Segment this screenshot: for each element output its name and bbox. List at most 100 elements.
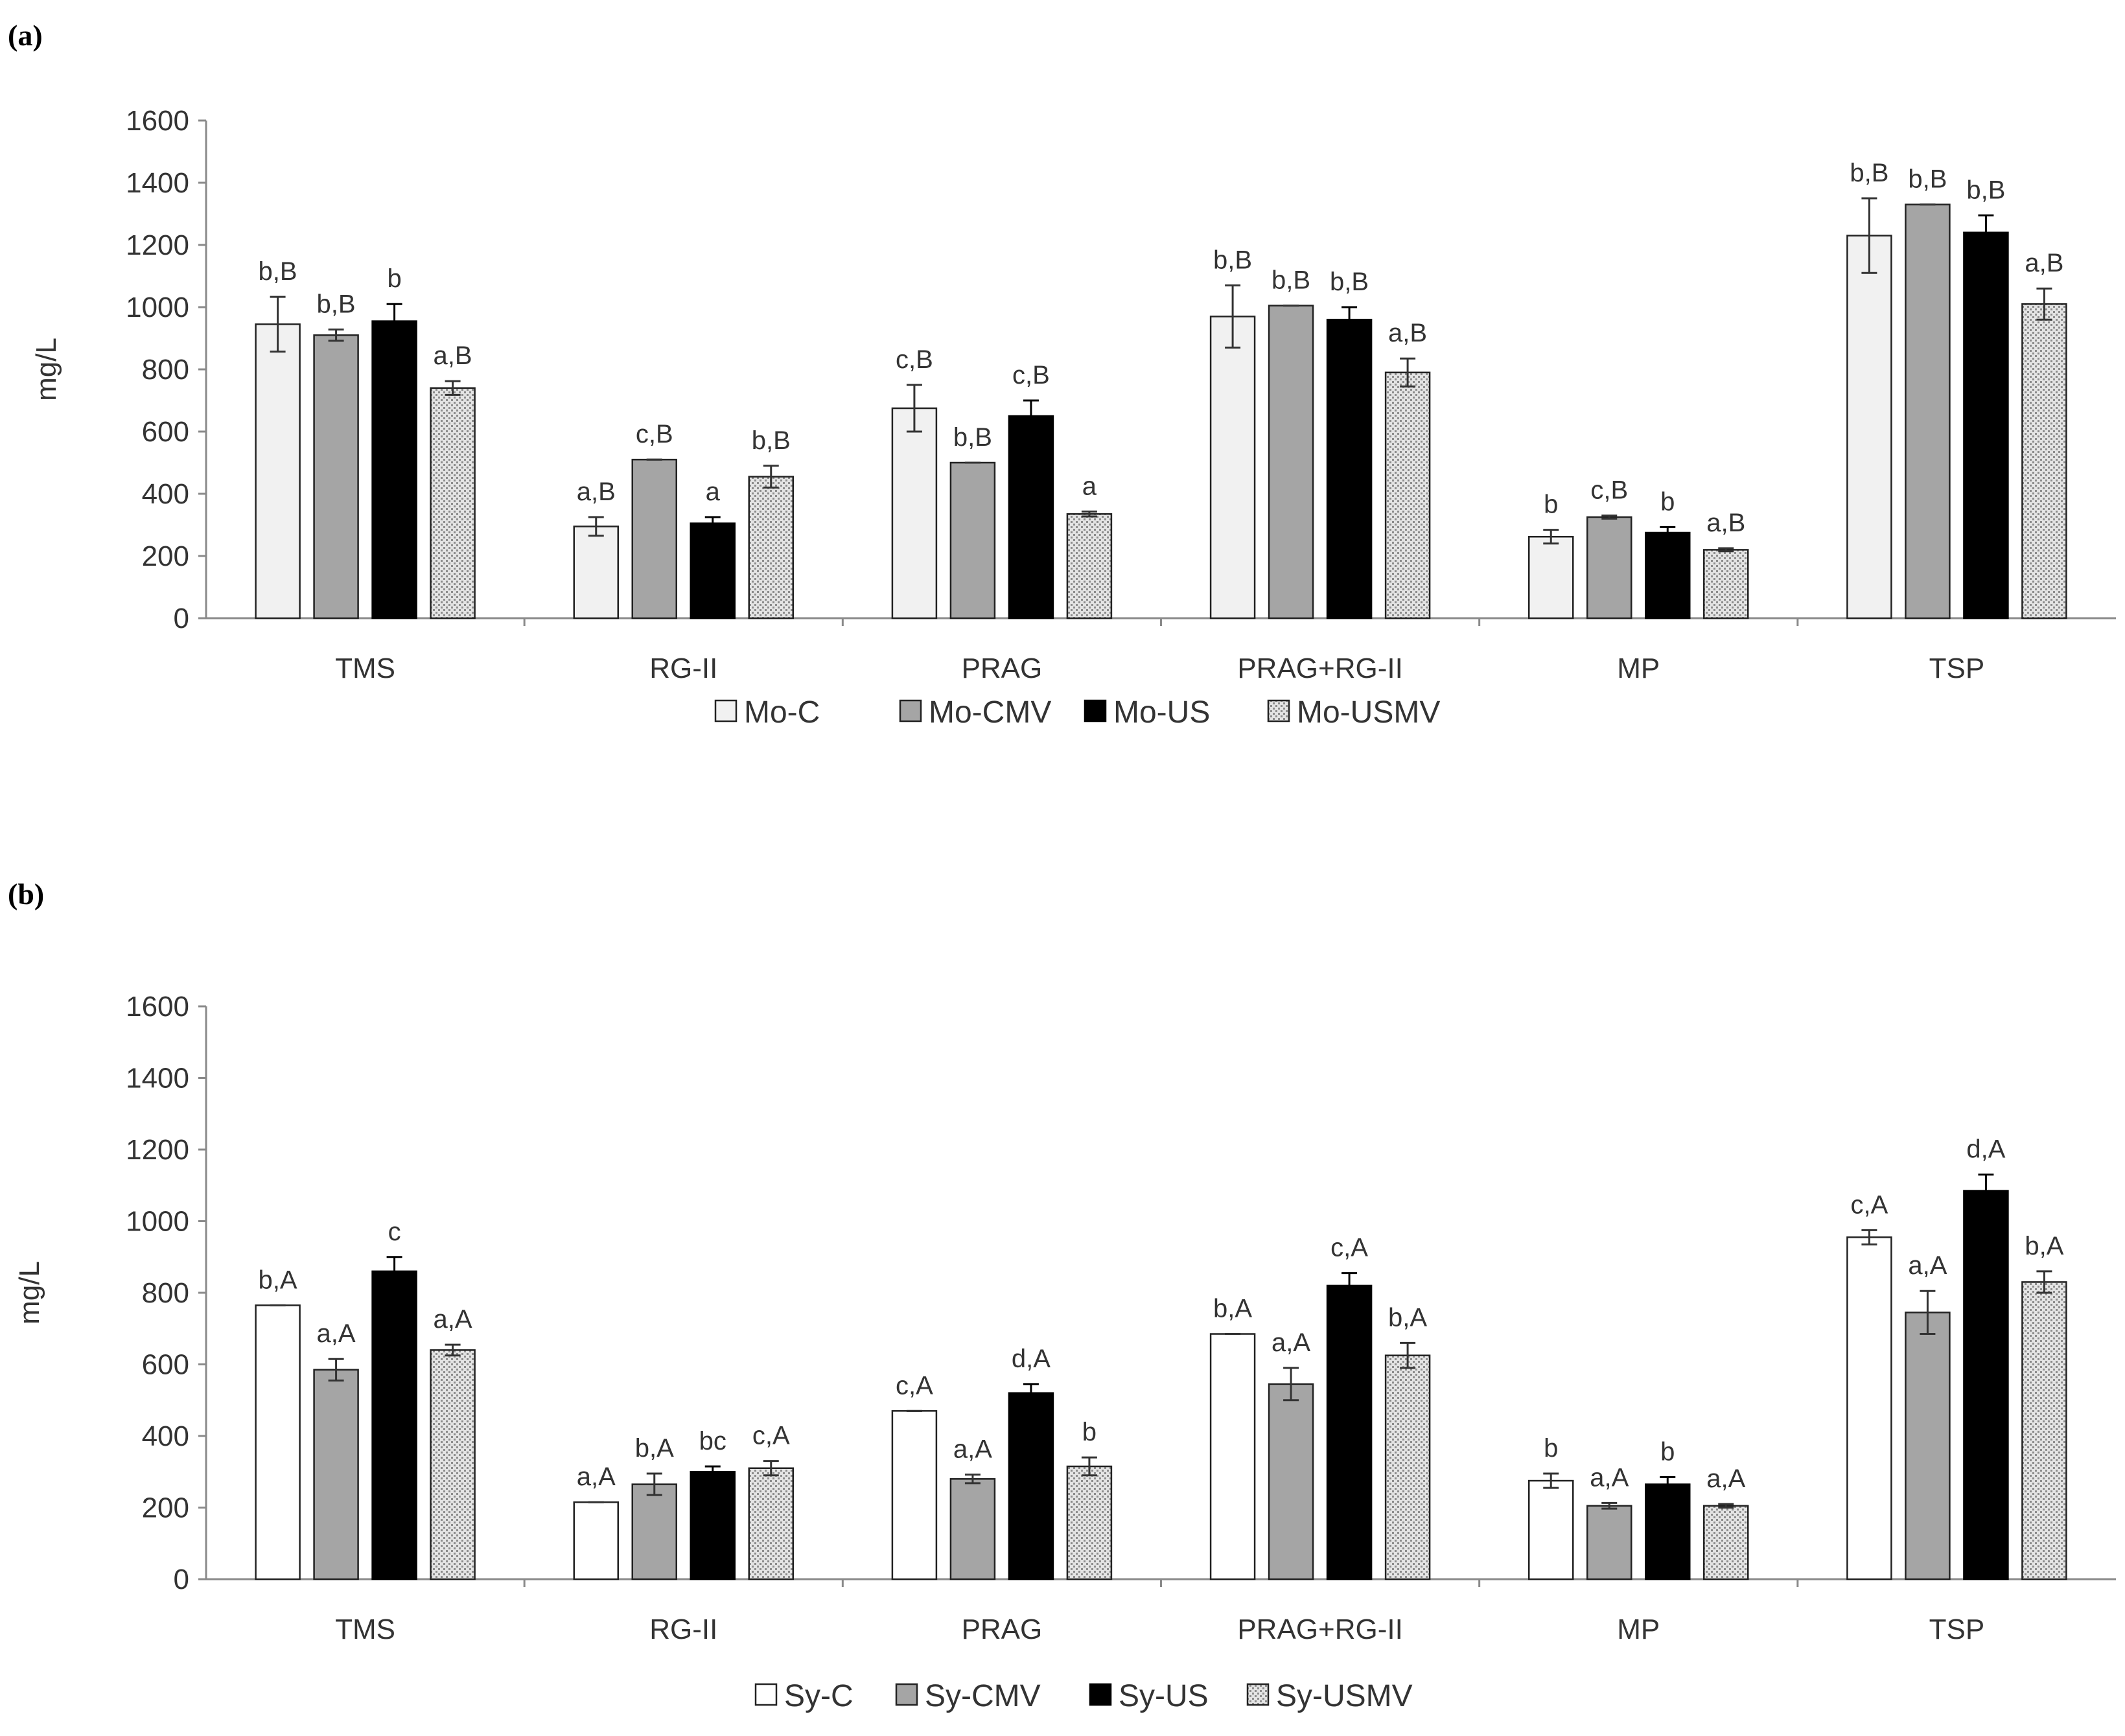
significance-label: b — [1660, 487, 1675, 516]
significance-label: b — [387, 264, 401, 293]
x-category-label: PRAG — [962, 1614, 1043, 1645]
y-tick-label: 1200 — [126, 1134, 189, 1166]
bar-mo-cmv — [631, 458, 677, 619]
significance-label: c,B — [896, 345, 933, 374]
significance-label: a,B — [1388, 319, 1427, 347]
significance-label: bc — [699, 1427, 726, 1455]
bar-mo-c — [891, 407, 938, 619]
y-tick-label: 200 — [142, 1492, 189, 1524]
significance-label: b,B — [317, 290, 356, 319]
x-category-label: PRAG+RG-II — [1237, 653, 1403, 684]
significance-label: c,A — [1330, 1234, 1368, 1262]
chart-panel-a: (a) mg/L 0 200 400 600 800 1000 1200 1400 1600 TMS b… — [8, 19, 2116, 730]
bar-mo-us — [371, 320, 417, 619]
y-tick-label: 800 — [142, 354, 189, 386]
y-tick-label: 800 — [142, 1277, 189, 1309]
bar-sy-c — [1846, 1236, 1892, 1580]
significance-label: b,A — [1388, 1303, 1427, 1332]
y-tick-label: 1200 — [126, 229, 189, 261]
bar-mo-c — [1846, 235, 1892, 619]
y-tick-label: 600 — [142, 1349, 189, 1381]
significance-label: a,A — [1706, 1464, 1745, 1493]
bar-mo-usmv — [1384, 371, 1431, 619]
y-tick-label: 200 — [142, 540, 189, 572]
bar-mo-c — [1528, 535, 1574, 619]
bar-sy-usmv — [748, 1467, 794, 1580]
x-category-label: RG-II — [649, 1614, 717, 1645]
bar-sy-usmv — [1384, 1354, 1431, 1580]
bar-sy-us — [1008, 1392, 1054, 1580]
legend-swatch-sy-usmv — [1246, 1683, 1270, 1706]
legend-swatch-sy-c — [754, 1683, 778, 1706]
legend-label-mo-c: Mo-C — [744, 695, 820, 730]
significance-label: c,A — [752, 1422, 790, 1450]
significance-label: b,B — [1272, 266, 1310, 295]
significance-label: b,A — [259, 1266, 297, 1294]
significance-label: b — [1544, 491, 1558, 519]
significance-label: c,A — [896, 1371, 933, 1400]
y-tick-label: 600 — [142, 416, 189, 448]
bar-sy-cmv — [631, 1483, 677, 1580]
y-tick-label: 1600 — [126, 991, 189, 1023]
legend-swatch-sy-cmv — [895, 1683, 918, 1706]
significance-label: a,B — [434, 341, 472, 370]
legend-label-sy-usmv: Sy-USMV — [1276, 1679, 1413, 1713]
bar-sy-cmv — [1905, 1312, 1951, 1580]
bar-mo-us — [1645, 531, 1691, 619]
bar-sy-c — [891, 1410, 938, 1580]
bar-sy-cmv — [949, 1478, 996, 1580]
bar-mo-cmv — [313, 334, 359, 619]
chart-panel-b: (b) mg/L 0 200 400 600 800 1000 1200 1400 1600 TMS b… — [8, 877, 2116, 1713]
significance-label: a,A — [1908, 1251, 1947, 1280]
bar-mo-c — [573, 526, 619, 619]
bar-sy-us — [1326, 1284, 1373, 1580]
bar-mo-cmv — [1586, 516, 1632, 619]
x-category-label: PRAG — [962, 653, 1043, 684]
significance-label: a,B — [2025, 249, 2063, 277]
significance-label: c,B — [636, 420, 673, 448]
significance-label: d,A — [1966, 1135, 2005, 1164]
y-axis-label: mg/L — [30, 338, 62, 401]
x-category-label: MP — [1617, 1614, 1660, 1645]
significance-label: a,B — [1706, 509, 1745, 537]
y-tick-label: 0 — [174, 603, 189, 634]
significance-label: b,A — [635, 1434, 674, 1463]
bar-sy-c — [1209, 1333, 1256, 1580]
legend-swatch-sy-us — [1089, 1683, 1112, 1706]
significance-label: a,A — [1590, 1463, 1629, 1492]
bar-sy-c — [573, 1501, 619, 1580]
bar-sy-usmv — [1703, 1505, 1749, 1580]
legend-swatch-mo-c — [714, 699, 737, 723]
bar-sy-usmv — [2021, 1281, 2067, 1580]
x-category-label: MP — [1617, 653, 1660, 684]
bar-sy-c — [1528, 1479, 1574, 1580]
bar-mo-usmv — [1066, 513, 1113, 619]
legend-swatch-mo-us — [1084, 699, 1107, 723]
x-category-label: TMS — [335, 653, 395, 684]
significance-label: a — [706, 478, 721, 506]
bar-mo-c — [1209, 316, 1256, 619]
significance-label: a,B — [577, 478, 616, 506]
significance-label: a,A — [317, 1319, 356, 1348]
legend-label-mo-cmv: Mo-CMV — [929, 695, 1051, 730]
x-category-label: TMS — [335, 1614, 395, 1645]
bar-mo-cmv — [1905, 203, 1951, 619]
legend-label-sy-cmv: Sy-CMV — [925, 1679, 1041, 1713]
y-axis-label: mg/L — [14, 1261, 45, 1325]
legend-label-sy-c: Sy-C — [784, 1679, 853, 1713]
legend-swatch-mo-cmv — [899, 699, 922, 723]
bar-mo-usmv — [430, 387, 476, 619]
legend-swatch-mo-usmv — [1267, 699, 1290, 723]
significance-label: b — [1082, 1418, 1097, 1446]
significance-label: b,B — [1966, 176, 2005, 204]
bar-mo-us — [1963, 231, 2009, 619]
panel-label: (a) — [8, 19, 43, 52]
y-tick-label: 1000 — [126, 292, 189, 323]
y-tick-label: 1000 — [126, 1206, 189, 1238]
bar-mo-us — [1326, 318, 1373, 619]
bar-sy-cmv — [1586, 1505, 1632, 1580]
significance-label: a,A — [434, 1305, 472, 1334]
bar-mo-cmv — [949, 461, 996, 619]
legend-label-mo-usmv: Mo-USMV — [1297, 695, 1440, 730]
significance-label: b — [1544, 1434, 1558, 1463]
